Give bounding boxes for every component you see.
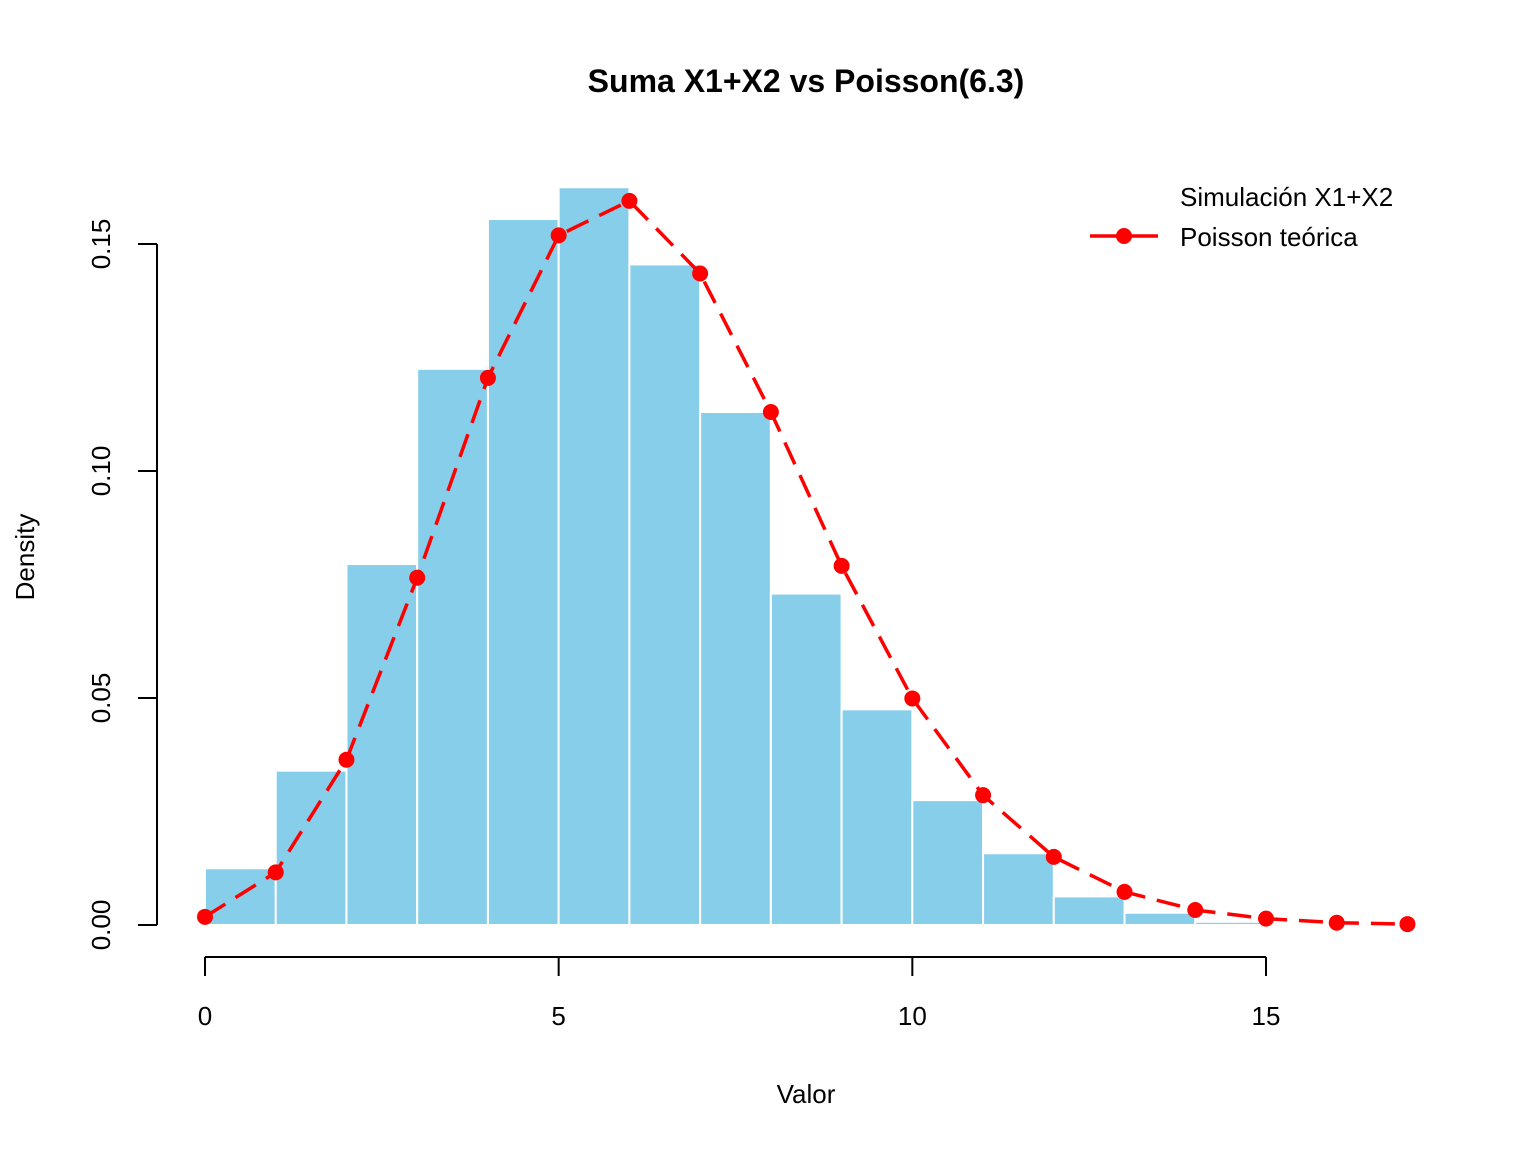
histogram-bar: [416, 367, 489, 927]
histogram-bar: [345, 563, 419, 926]
x-tick-label: 15: [1252, 1001, 1281, 1031]
y-tick-label: 0.00: [86, 900, 116, 951]
poisson-point: [479, 369, 496, 386]
y-axis: 0.00 0.05 0.10 0.15: [86, 219, 158, 951]
poisson-point: [904, 690, 921, 707]
poisson-point: [833, 557, 850, 574]
poisson-point: [409, 569, 426, 586]
x-axis: 0 5 10 15: [198, 956, 1281, 1031]
chart-title: Suma X1+X2 vs Poisson(6.3): [588, 63, 1025, 99]
histogram-bar: [1123, 911, 1197, 927]
legend-label-histogram: Simulación X1+X2: [1180, 182, 1393, 212]
histogram-bars: [204, 186, 1268, 927]
poisson-series: [197, 192, 1416, 933]
histogram-bar: [486, 218, 560, 926]
poisson-point: [1399, 916, 1416, 933]
histogram-bar: [769, 592, 843, 927]
y-tick-label: 0.05: [86, 673, 116, 724]
histogram-bar: [699, 410, 772, 927]
y-tick-label: 0.10: [86, 446, 116, 497]
poisson-point: [1328, 914, 1345, 931]
poisson-point: [338, 751, 355, 768]
poisson-point: [1116, 883, 1133, 900]
x-tick-label: 10: [898, 1001, 927, 1031]
poisson-point: [762, 403, 779, 420]
histogram-bar: [1194, 920, 1268, 927]
x-tick-label: 0: [198, 1001, 212, 1031]
x-axis-label: Valor: [777, 1079, 836, 1109]
histogram-bar: [911, 799, 985, 927]
histogram-bar: [557, 186, 631, 926]
poisson-point: [1258, 910, 1274, 927]
y-axis-label: Density: [10, 514, 40, 601]
poisson-point: [621, 192, 638, 209]
poisson-point: [197, 908, 213, 925]
legend-swatch-histogram: [1105, 183, 1135, 203]
poisson-point: [1187, 902, 1204, 919]
histogram-bar: [274, 769, 348, 927]
poisson-line: [204, 198, 1408, 926]
poisson-point: [975, 787, 992, 804]
x-tick-label: 5: [551, 1001, 565, 1031]
histogram-bar: [982, 852, 1055, 927]
plot-area: [197, 186, 1416, 933]
legend-marker-poisson: [1116, 228, 1132, 244]
poisson-point: [267, 864, 284, 881]
histogram-bar: [840, 708, 914, 926]
histogram-bar: [1052, 895, 1126, 927]
histogram-bar: [628, 263, 702, 926]
legend: Simulación X1+X2 Poisson teórica: [1090, 182, 1393, 252]
poisson-point: [550, 227, 567, 244]
y-tick-label: 0.15: [86, 219, 116, 270]
poisson-point: [1045, 848, 1062, 865]
poisson-point: [692, 265, 709, 282]
legend-label-poisson: Poisson teórica: [1180, 222, 1358, 252]
